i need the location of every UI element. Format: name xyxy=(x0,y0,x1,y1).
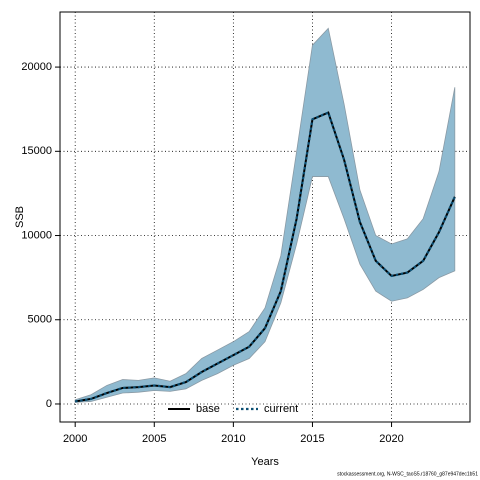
legend-label: current xyxy=(264,403,298,415)
y-axis-label: SSB xyxy=(14,206,26,228)
y-tick-label: 20000 xyxy=(21,61,52,73)
y-tick-label: 15000 xyxy=(21,145,52,157)
confidence-band xyxy=(74,27,456,403)
legend-label: base xyxy=(196,403,220,415)
y-tick-label: 5000 xyxy=(28,314,52,326)
series-line xyxy=(75,111,456,403)
x-tick-label: 2015 xyxy=(300,433,324,445)
x-axis-label: Years xyxy=(251,456,279,468)
plot-frame xyxy=(59,11,471,423)
x-tick-label: 2010 xyxy=(221,433,245,445)
x-tick-label: 2000 xyxy=(63,433,87,445)
x-tick-label: 2020 xyxy=(379,433,403,445)
y-tick-label: 10000 xyxy=(21,229,52,241)
y-tick-label: 0 xyxy=(46,398,52,410)
x-tick-label: 2005 xyxy=(142,433,166,445)
footnote: stockassessment.org, N-WSC_taoS5.r18760_… xyxy=(337,471,478,477)
